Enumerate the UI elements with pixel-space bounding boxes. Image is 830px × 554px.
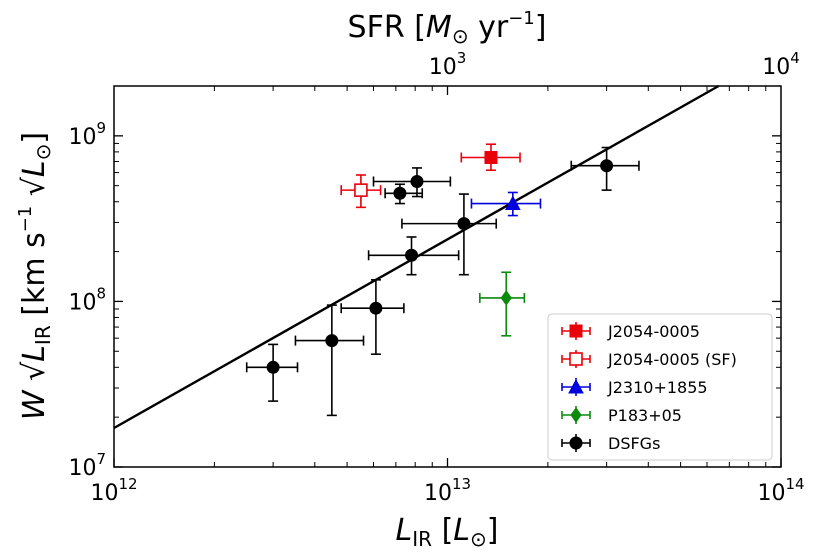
legend-entry-dsfgs: DSFGs [561, 434, 660, 453]
errorbar-j2310-1855 [470, 191, 542, 217]
x-tick-label: 1013 [424, 475, 471, 506]
y-tick-label: 108 [68, 284, 106, 315]
legend-entry-j2054-0005: J2054-0005 [561, 322, 700, 341]
point-j2310-1855 [504, 195, 521, 211]
legend-marker-j2054-0005 [569, 324, 583, 338]
point-j2054-0005-sf [354, 183, 368, 197]
legend-entry-j2054-0005-sf: J2054-0005 (SF) [561, 350, 737, 369]
legend-entry-p183-05: P183+05 [561, 406, 682, 425]
legend-marker-dsfgs [569, 436, 583, 450]
point-dsfgs [393, 186, 407, 200]
errorbar-dsfgs [340, 279, 405, 356]
top-tick-label: 104 [762, 49, 800, 80]
legend: J2054-0005 J2054-0005 (SF) J2310+1855 P183+… [547, 313, 773, 461]
legend-marker-p183-05 [570, 407, 582, 423]
point-dsfgs [457, 217, 471, 231]
x-tick-label: 1012 [90, 475, 137, 506]
legend-entry-j2310-1855: J2310+1855 [561, 378, 708, 397]
point-dsfgs [325, 334, 339, 348]
top-tick-label: 103 [429, 49, 467, 80]
point-dsfgs [405, 248, 419, 262]
legend-label: J2310+1855 [607, 378, 708, 397]
legend-label: J2054-0005 [607, 322, 700, 341]
legend-frame [547, 313, 773, 461]
x-axis-label: LIR [L⊙] [396, 513, 499, 551]
errorbar-dsfgs [401, 193, 498, 276]
point-dsfgs [600, 159, 614, 173]
ticks-layer: 1012 1013 1014 103 104 107 108 109 [68, 49, 804, 506]
y-tick-label: 107 [68, 450, 106, 481]
x-tick-label: 1014 [757, 475, 804, 506]
point-p183-05 [500, 290, 512, 306]
y-tick-label: 109 [68, 119, 106, 150]
legend-marker-j2054-0005-sf [569, 352, 583, 366]
errorbar-p183-05 [479, 271, 526, 337]
errorbar-dsfgs [294, 304, 365, 417]
point-j2054-0005 [484, 150, 498, 164]
point-dsfgs [266, 360, 280, 374]
point-dsfgs [369, 301, 383, 315]
legend-label: P183+05 [608, 406, 682, 425]
plot-frame [113, 85, 782, 468]
legend-label: J2054-0005 (SF) [607, 350, 737, 369]
points-layer [245, 143, 640, 417]
legend-label: DSFGs [608, 434, 660, 453]
top-axis-label: SFR [M⊙ yr−1] [348, 8, 547, 48]
y-axis-label: W √LIR [km s−1 √L⊙] [15, 132, 55, 420]
point-dsfgs [410, 174, 424, 188]
legend-marker-j2310-1855 [568, 378, 584, 394]
